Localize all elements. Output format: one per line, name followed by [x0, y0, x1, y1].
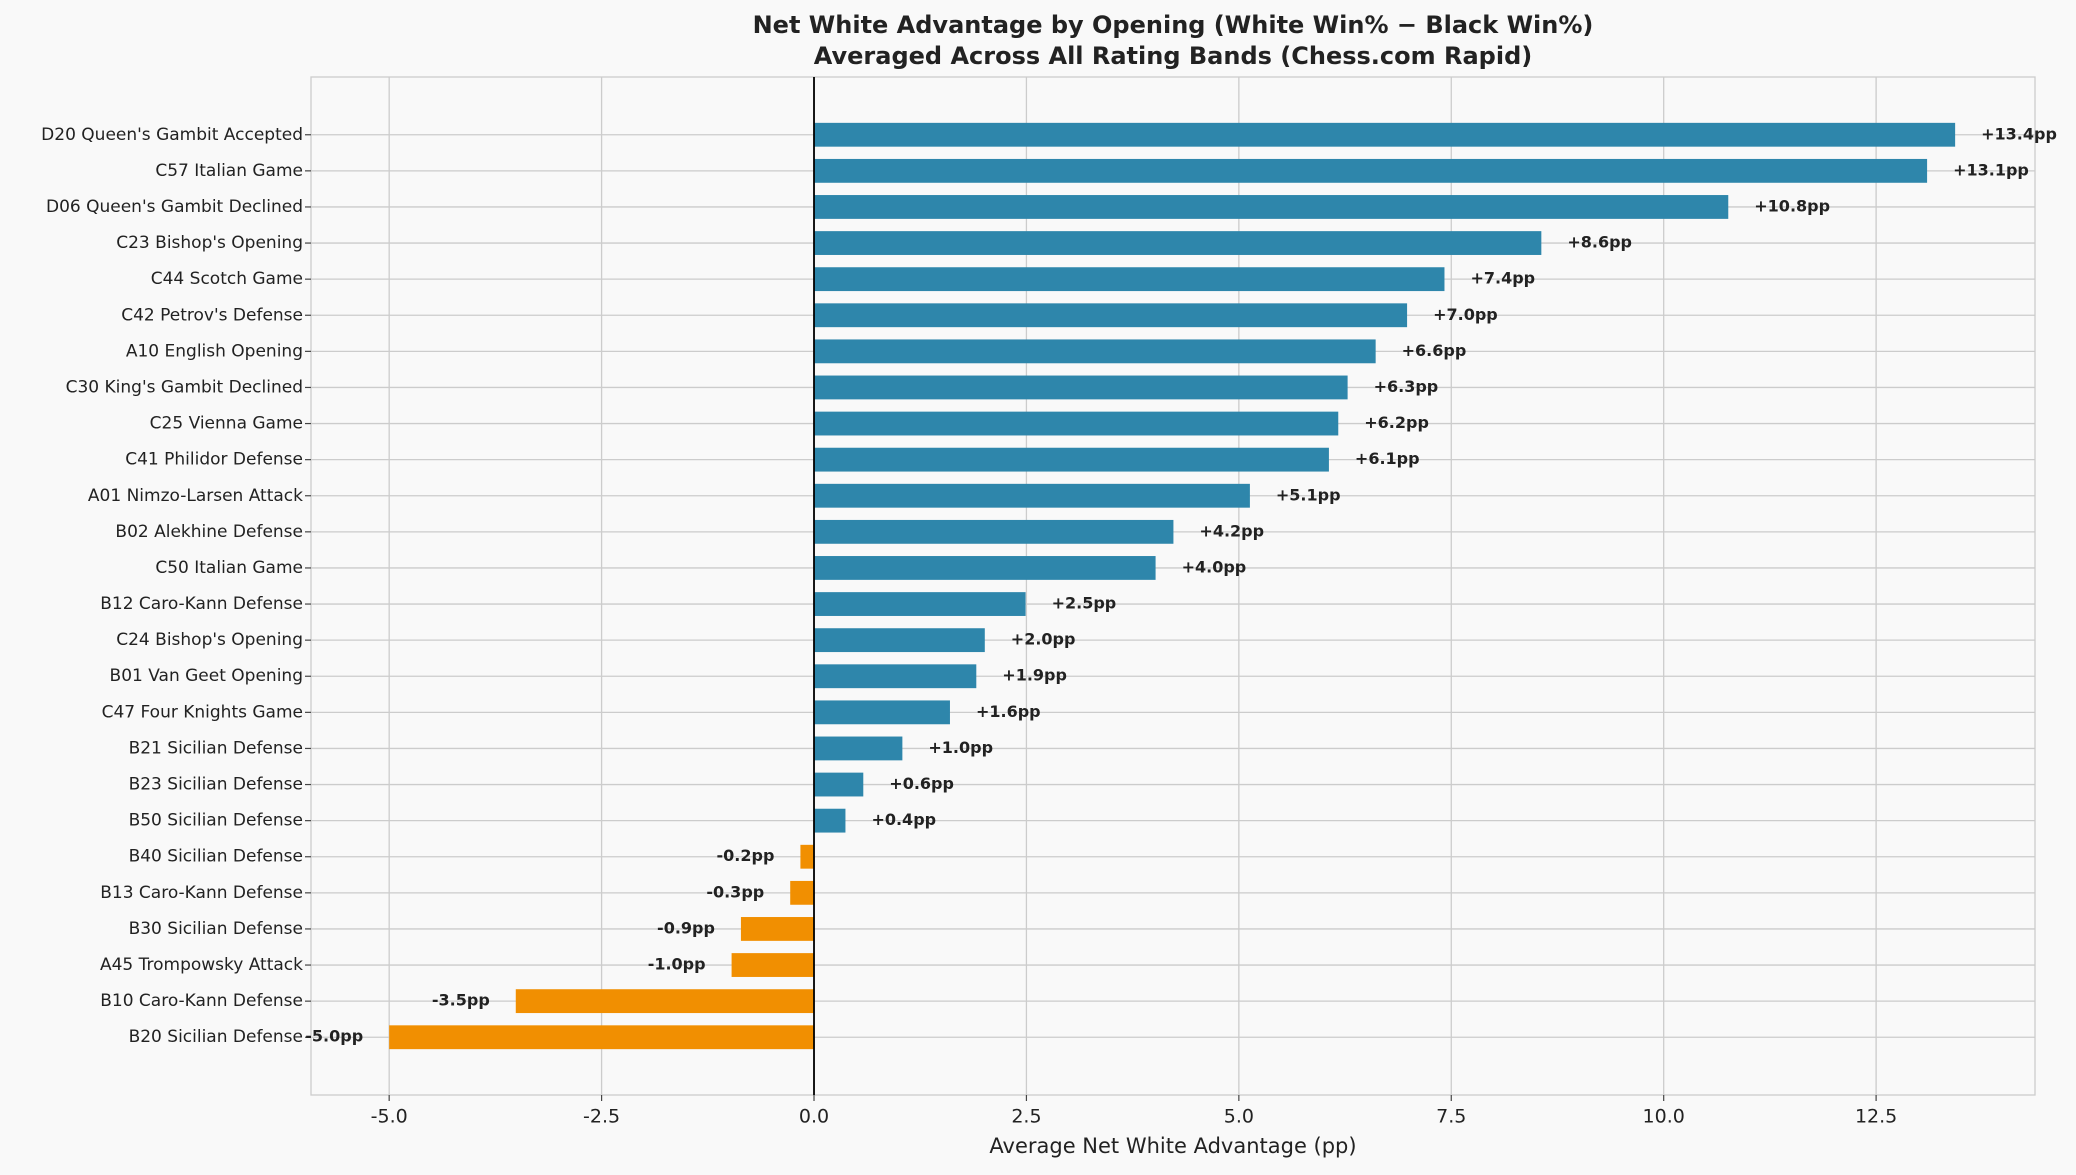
y-tick-label: C30 King's Gambit Declined	[66, 377, 303, 397]
x-axis-label: Average Net White Advantage (pp)	[989, 1134, 1356, 1158]
value-label: -5.0pp	[305, 1027, 363, 1046]
x-tick-label: 10.0	[1643, 1106, 1685, 1128]
y-tick-label: C23 Bishop's Opening	[116, 233, 303, 253]
bar	[814, 122, 1956, 147]
bar	[814, 736, 903, 761]
value-label: +8.6pp	[1567, 233, 1632, 252]
bar	[731, 953, 815, 977]
y-tick-label: B20 Sicilian Defense	[129, 1027, 303, 1047]
y-tick-label: D06 Queen's Gambit Declined	[46, 197, 303, 217]
y-tick-label: B50 Sicilian Defense	[129, 811, 303, 831]
y-tick-label: B13 Caro-Kann Defense	[100, 883, 303, 903]
bar	[814, 267, 1445, 292]
x-tick-label: 7.5	[1436, 1106, 1466, 1128]
value-label: -0.3pp	[706, 882, 764, 901]
y-tick-label: B40 Sicilian Defense	[129, 847, 303, 867]
y-tick-label: A10 English Opening	[126, 341, 303, 361]
chart-subtitle: Averaged Across All Rating Bands (Chess.…	[814, 42, 1532, 70]
y-tick-label: C44 Scotch Game	[151, 269, 303, 289]
bar	[800, 844, 815, 869]
y-tick-label: C42 Petrov's Defense	[121, 305, 303, 325]
bar	[814, 628, 985, 653]
y-tick-label: C50 Italian Game	[155, 558, 303, 578]
y-tick-label: B23 Sicilian Defense	[129, 775, 303, 795]
bar	[814, 483, 1250, 508]
y-tick-label: C41 Philidor Defense	[125, 450, 303, 470]
bar	[389, 1025, 815, 1050]
x-tick-label: -5.0	[371, 1106, 408, 1128]
y-tick-label: C57 Italian Game	[155, 161, 303, 181]
y-tick-label: B02 Alekhine Defense	[115, 522, 303, 542]
y-tick-label: B12 Caro-Kann Defense	[100, 594, 303, 614]
value-label: +6.6pp	[1402, 341, 1467, 360]
bar	[814, 158, 1928, 183]
y-tick-label: C24 Bishop's Opening	[116, 630, 303, 650]
value-label: +2.5pp	[1052, 594, 1117, 613]
value-label: +13.4pp	[1981, 124, 2057, 143]
bar	[814, 772, 864, 797]
bar	[814, 808, 846, 833]
bar	[814, 195, 1729, 219]
bar	[814, 700, 950, 725]
value-label: +13.1pp	[1953, 160, 2029, 179]
x-tick-label: 2.5	[1011, 1106, 1041, 1128]
value-label: -0.2pp	[717, 846, 775, 865]
x-tick-label: -2.5	[583, 1106, 620, 1128]
x-tick-label: 5.0	[1224, 1106, 1254, 1128]
bar	[515, 989, 815, 1014]
y-tick-label: A01 Nimzo-Larsen Attack	[88, 486, 303, 506]
value-label: -1.0pp	[648, 955, 706, 974]
bar	[814, 303, 1408, 328]
y-tick-label: B10 Caro-Kann Defense	[100, 991, 303, 1011]
y-tick-label: B21 Sicilian Defense	[129, 738, 303, 758]
x-tick-label: 0.0	[799, 1106, 829, 1128]
bar	[814, 556, 1156, 580]
value-label: -0.9pp	[657, 918, 715, 937]
value-label: +6.1pp	[1355, 449, 1420, 468]
bar	[814, 339, 1376, 364]
y-tick-label: D20 Queen's Gambit Accepted	[41, 125, 303, 145]
chart-title: Net White Advantage by Opening (White Wi…	[753, 11, 1594, 39]
value-label: +7.4pp	[1470, 269, 1535, 288]
value-label: +0.6pp	[889, 774, 954, 793]
value-label: +4.2pp	[1199, 521, 1264, 540]
bar	[790, 880, 815, 905]
value-label: +10.8pp	[1754, 196, 1830, 215]
value-label: -3.5pp	[432, 991, 490, 1010]
value-label: +7.0pp	[1433, 305, 1498, 324]
bar	[814, 411, 1339, 436]
bar	[814, 231, 1542, 255]
y-tick-label: C47 Four Knights Game	[102, 702, 303, 722]
bar	[814, 592, 1026, 616]
value-label: +2.0pp	[1011, 630, 1076, 649]
plot-area	[310, 76, 2036, 1096]
y-tick-label: A45 Trompowsky Attack	[100, 955, 303, 975]
value-label: +1.6pp	[976, 702, 1041, 721]
value-label: +1.9pp	[1002, 666, 1067, 685]
value-label: +1.0pp	[928, 738, 993, 757]
bar	[740, 917, 815, 941]
bar	[814, 519, 1174, 544]
value-label: +6.2pp	[1364, 413, 1429, 432]
y-tick-label: B01 Van Geet Opening	[110, 666, 303, 686]
bar	[814, 664, 977, 689]
value-label: +0.4pp	[871, 810, 936, 829]
x-tick-label: 12.5	[1855, 1106, 1897, 1128]
y-tick-label: C25 Vienna Game	[150, 414, 303, 434]
y-tick-label: B30 Sicilian Defense	[129, 919, 303, 939]
value-label: +4.0pp	[1182, 557, 1247, 576]
value-label: +5.1pp	[1276, 485, 1341, 504]
value-label: +6.3pp	[1374, 377, 1439, 396]
bar	[814, 375, 1348, 400]
bar	[814, 447, 1329, 472]
